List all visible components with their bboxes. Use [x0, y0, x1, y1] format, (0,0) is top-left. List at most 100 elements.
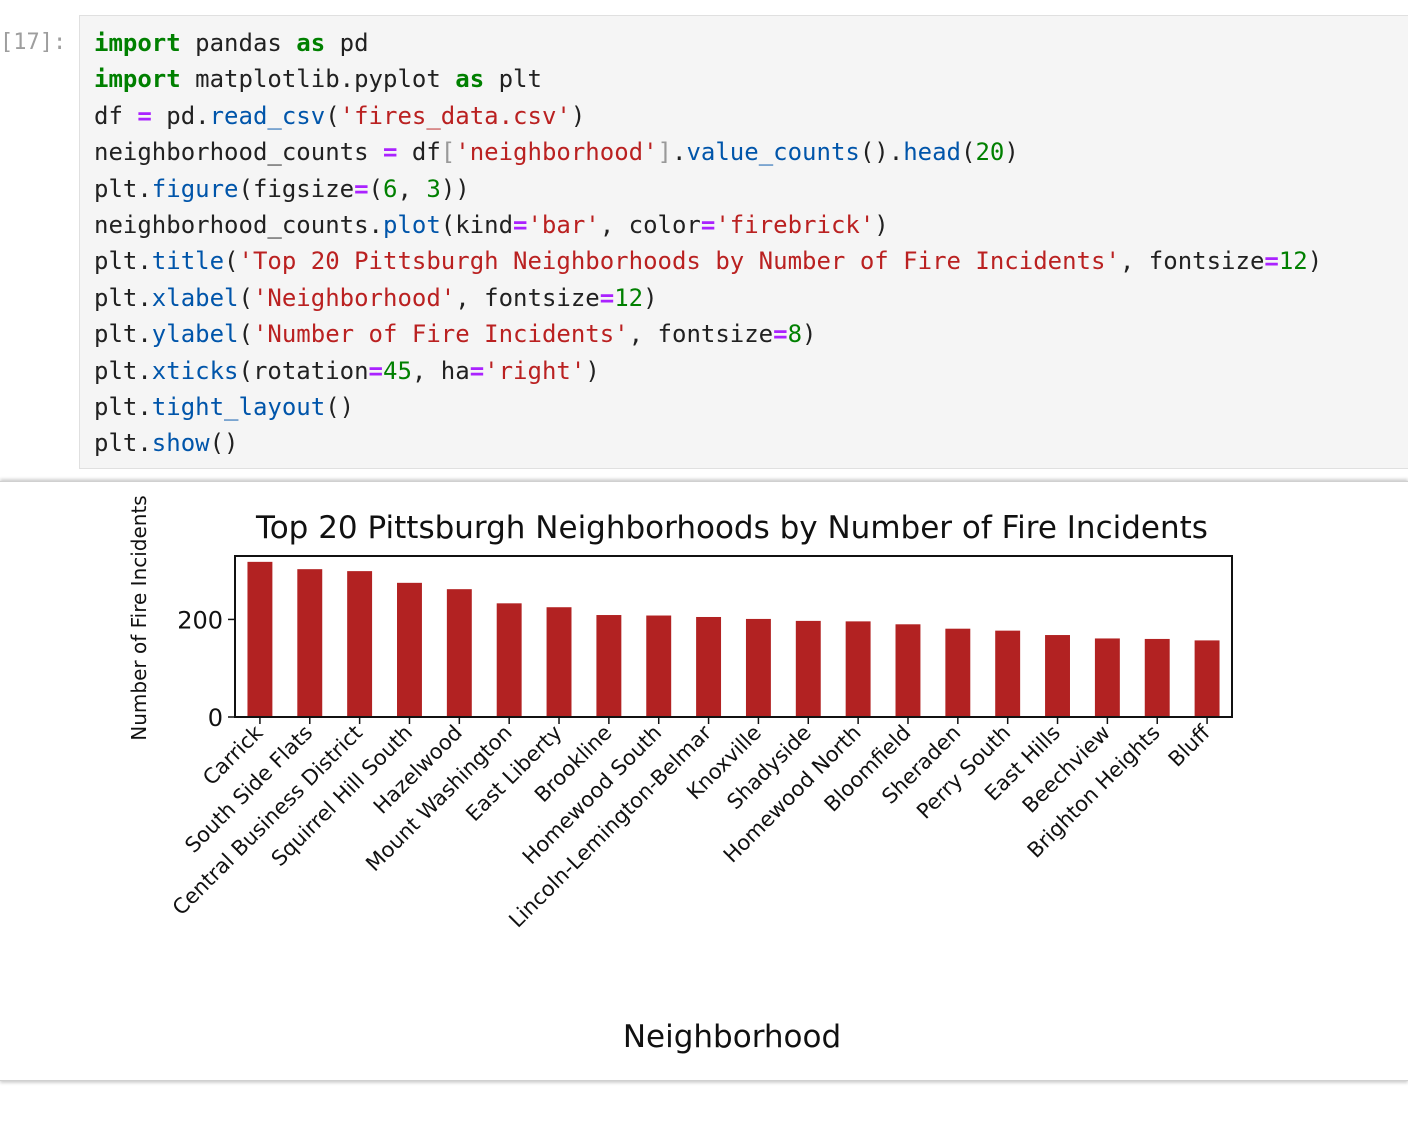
bar [347, 571, 373, 717]
code-token: plt. [94, 247, 152, 276]
axes-frame [234, 555, 1233, 718]
code-token: = [368, 356, 383, 385]
bar [745, 618, 771, 717]
code-token: title [151, 247, 225, 276]
code-token: as [296, 29, 326, 57]
code-token: ) [585, 356, 600, 385]
code-token: . [672, 138, 687, 167]
code-token: read_csv [209, 101, 326, 130]
code-token: plt. [94, 356, 152, 385]
code-token: show [151, 429, 210, 458]
bar [1194, 640, 1220, 717]
code-token: plt. [94, 283, 152, 312]
bar [646, 615, 672, 717]
code-token: (kind [440, 211, 514, 240]
code-token: (). [859, 138, 904, 167]
x-axis-label: Neighborhood [623, 1019, 841, 1055]
code-token: ylabel [151, 320, 239, 349]
code-token: tight_layout [151, 393, 326, 422]
code-token: ) [802, 320, 817, 349]
code-token: = [700, 211, 716, 240]
bar [845, 621, 871, 717]
code-token: plt. [94, 174, 152, 203]
code-token: , ha [411, 356, 470, 385]
code-token: ) [874, 211, 889, 240]
bar [546, 607, 572, 717]
code-token: (figsize [238, 174, 355, 203]
code-token: = [773, 320, 788, 349]
code-token: , fontsize [628, 320, 774, 349]
code-text[interactable]: import pandas as pd import matplotlib.pyp… [94, 25, 1322, 462]
code-token: pd [325, 29, 369, 57]
code-line[interactable]: plt.xticks(rotation=45, ha='right') [94, 353, 1322, 389]
code-line[interactable]: plt.show() [94, 425, 1322, 461]
bars-group [247, 561, 1220, 717]
code-token: plt [484, 65, 542, 94]
code-token: (rotation [238, 356, 369, 385]
code-token: , fontsize [455, 283, 600, 312]
code-token: ( [368, 174, 383, 203]
code-token: 'Neighborhood' [252, 283, 456, 312]
code-token: 12 [1278, 247, 1308, 276]
code-token: = [469, 356, 485, 385]
code-token: plt. [94, 429, 152, 458]
code-line[interactable]: neighborhood_counts = df['neighborhood']… [94, 134, 1322, 170]
bar [795, 620, 821, 717]
bar-chart: Top 20 Pittsburgh Neighborhoods by Numbe… [127, 495, 1233, 1055]
cell-output-area: Top 20 Pittsburgh Neighborhoods by Numbe… [0, 481, 1408, 1081]
y-axis: 0 200 [177, 606, 235, 732]
cell-execution-count: [17]: [0, 30, 67, 55]
bar [446, 589, 472, 717]
code-token: () [209, 429, 239, 458]
y-axis-label: Number of Fire Incidents [127, 495, 151, 740]
code-token: neighborhood_counts. [94, 211, 383, 240]
code-token: pd. [151, 101, 210, 130]
code-token: 45 [383, 356, 412, 385]
bar [496, 603, 522, 717]
code-token: ) [1307, 247, 1323, 276]
y-tick-label: 200 [177, 606, 223, 634]
bar [397, 582, 422, 717]
code-token: ] [657, 138, 672, 167]
y-tick-label: 0 [208, 704, 223, 732]
code-line[interactable]: plt.figure(figsize=(6, 3)) [94, 171, 1322, 207]
code-line[interactable]: plt.title('Top 20 Pittsburgh Neighborhoo… [94, 243, 1322, 279]
code-token: = [137, 101, 152, 130]
bar [945, 628, 971, 717]
code-token: )) [440, 174, 470, 203]
code-token: figure [151, 174, 239, 203]
code-token: [ [440, 138, 456, 167]
code-token: 'right' [484, 356, 586, 385]
x-tick-label: Bluff [1164, 720, 1215, 771]
code-line[interactable]: plt.tight_layout() [94, 389, 1322, 425]
code-token: ( [238, 320, 253, 349]
code-token: () [325, 393, 355, 422]
code-line[interactable]: df = pd.read_csv('fires_data.csv') [94, 98, 1322, 134]
bar [895, 624, 921, 717]
code-line[interactable]: neighborhood_counts.plot(kind='bar', col… [94, 207, 1322, 243]
code-token: , fontsize [1119, 247, 1265, 276]
code-line[interactable]: plt.xlabel('Neighborhood', fontsize=12) [94, 280, 1322, 316]
code-token: value_counts [686, 138, 860, 167]
code-token: neighborhood_counts [94, 138, 383, 167]
code-line[interactable]: import pandas as pd [94, 25, 1322, 61]
code-token: = [599, 283, 615, 312]
code-token: as [455, 65, 485, 94]
x-tick-label: Central Business District [168, 721, 367, 920]
code-editor[interactable]: import pandas as pd import matplotlib.pyp… [79, 15, 1408, 469]
code-line[interactable]: import matplotlib.pyplot as plt [94, 61, 1322, 97]
code-token: = [354, 174, 369, 203]
code-token: ) [643, 283, 658, 312]
bar [297, 569, 323, 717]
code-token: 8 [787, 320, 803, 349]
code-token: ( [325, 101, 340, 130]
code-token: df [397, 138, 441, 167]
code-token: 12 [614, 283, 644, 312]
code-token: xlabel [151, 283, 239, 312]
code-token: pandas [180, 29, 297, 57]
code-token: df [94, 101, 138, 130]
code-token: matplotlib.pyplot [180, 65, 456, 94]
code-line[interactable]: plt.ylabel('Number of Fire Incidents', f… [94, 316, 1322, 352]
code-token: head [903, 138, 961, 167]
